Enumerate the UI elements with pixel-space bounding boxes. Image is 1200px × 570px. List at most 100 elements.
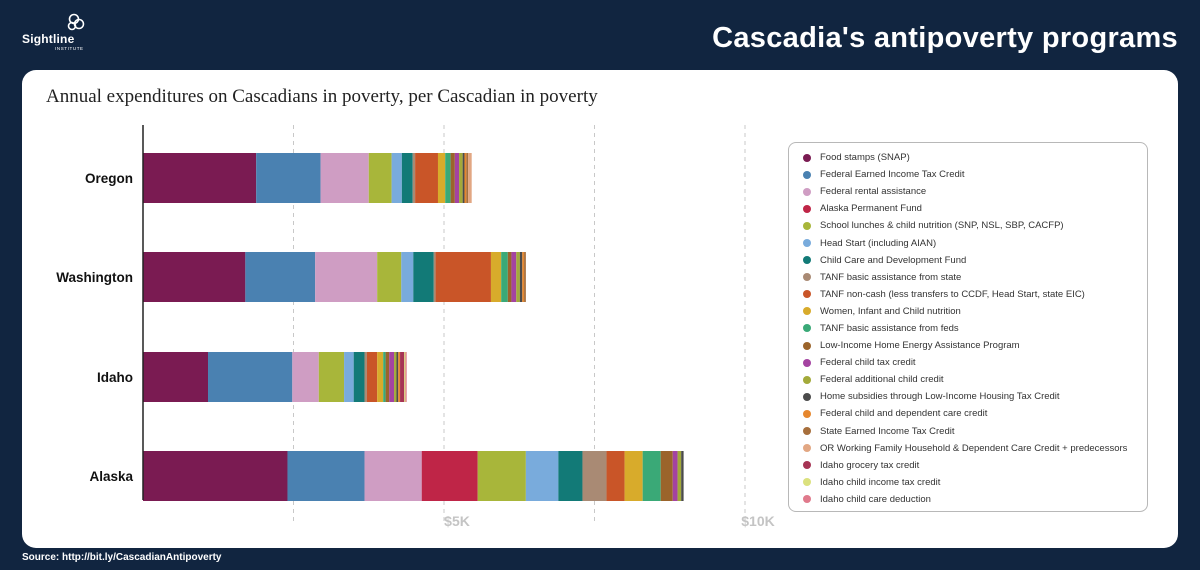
bar-segment xyxy=(522,252,525,302)
legend-item: Women, Infant and Child nutrition xyxy=(803,303,1147,320)
legend-label: Low-Income Home Energy Assistance Progra… xyxy=(820,340,1020,352)
bar-segment xyxy=(344,352,354,402)
bar-segment xyxy=(353,352,365,402)
logo-subtext: INSTITUTE xyxy=(55,46,84,51)
bar-segment xyxy=(396,352,399,402)
legend-label: State Earned Income Tax Credit xyxy=(820,425,955,437)
legend-item: Federal child tax credit xyxy=(803,354,1147,371)
bar-segment xyxy=(143,153,257,203)
bar-segment xyxy=(558,451,583,501)
bar-segment xyxy=(468,153,472,203)
legend-item: TANF basic assistance from feds xyxy=(803,320,1147,337)
legend-item: Food stamps (SNAP) xyxy=(803,149,1147,166)
bar-segment xyxy=(385,352,390,402)
bar-segment xyxy=(660,451,673,501)
legend-item: Idaho grocery tax credit xyxy=(803,457,1147,474)
logo-text: Sightline xyxy=(22,32,75,46)
bar-segment xyxy=(433,252,436,302)
bar-segment xyxy=(400,352,405,402)
logo-mark-icon xyxy=(67,13,85,31)
legend-label: Food stamps (SNAP) xyxy=(820,152,910,164)
legend-label: Federal rental assistance xyxy=(820,186,927,198)
legend-label: OR Working Family Household & Dependent … xyxy=(820,442,1128,454)
chart-title: Annual expenditures on Cascadians in pov… xyxy=(46,86,598,107)
bar-segment xyxy=(143,252,246,302)
bar-segment xyxy=(477,451,526,501)
bar-segment xyxy=(462,153,465,203)
bar-segment xyxy=(516,252,520,302)
legend-label: TANF basic assistance from state xyxy=(820,271,962,283)
bar-segment xyxy=(366,352,378,402)
bar-segment xyxy=(624,451,643,501)
y-category-label: Alaska xyxy=(89,469,133,484)
legend-swatch xyxy=(803,187,811,196)
bar-segment xyxy=(435,252,491,302)
legend-swatch xyxy=(803,478,811,487)
legend-label: Idaho grocery tax credit xyxy=(820,459,920,471)
bar-segment xyxy=(320,153,369,203)
bar-segment xyxy=(437,153,446,203)
y-category-label: Washington xyxy=(56,270,133,285)
bar-segment xyxy=(377,252,402,302)
bar-segment xyxy=(404,352,406,402)
legend-label: TANF non-cash (less transfers to CCDF, H… xyxy=(820,288,1085,300)
sightline-logo: Sightline INSTITUTE xyxy=(18,12,108,52)
legend-swatch xyxy=(803,290,811,299)
legend-item: TANF non-cash (less transfers to CCDF, H… xyxy=(803,286,1147,303)
legend-swatch xyxy=(803,461,811,470)
legend-swatch xyxy=(803,273,811,282)
legend-swatch xyxy=(803,409,811,418)
bar-segment xyxy=(364,451,422,501)
bar-segment xyxy=(490,252,502,302)
bar-segment xyxy=(466,153,469,203)
legend-item: Federal child and dependent care credit xyxy=(803,405,1147,422)
legend-item: Idaho child income tax credit xyxy=(803,474,1147,491)
bar-segment xyxy=(143,451,288,501)
legend-item: Idaho child care deduction xyxy=(803,491,1147,508)
bar-segment xyxy=(364,352,367,402)
bar-segment xyxy=(394,352,397,402)
legend-swatch xyxy=(803,221,811,230)
legend-swatch xyxy=(803,358,811,367)
legend-swatch xyxy=(803,324,811,333)
legend-label: Head Start (including AIAN) xyxy=(820,237,937,249)
bar-segment xyxy=(318,352,345,402)
bar-segment xyxy=(421,451,478,501)
y-category-label: Idaho xyxy=(97,370,133,385)
x-tick-label: $5K xyxy=(444,513,470,529)
legend-item: Child Care and Development Fund xyxy=(803,252,1147,269)
bar-segment xyxy=(383,352,386,402)
legend-label: Child Care and Development Fund xyxy=(820,254,967,266)
legend-swatch xyxy=(803,170,811,179)
bar-segment xyxy=(391,153,402,203)
legend-label: Home subsidies through Low-Income Housin… xyxy=(820,391,1060,403)
bar-segment xyxy=(412,153,416,203)
legend-label: Women, Infant and Child nutrition xyxy=(820,305,961,317)
bar-segment xyxy=(413,252,434,302)
legend-swatch xyxy=(803,256,811,265)
bar-segment xyxy=(368,153,392,203)
bar-segment xyxy=(377,352,384,402)
bar-segment xyxy=(287,451,365,501)
legend-item: Home subsidies through Low-Income Housin… xyxy=(803,388,1147,405)
bar-segment xyxy=(606,451,625,501)
legend-label: Idaho child care deduction xyxy=(820,493,931,505)
legend-label: TANF basic assistance from feds xyxy=(820,322,959,334)
bar-segment xyxy=(642,451,661,501)
legend-swatch xyxy=(803,392,811,401)
bar-segment xyxy=(511,252,517,302)
bar-segment xyxy=(389,352,395,402)
bar-segment xyxy=(315,252,378,302)
legend-label: School lunches & child nutrition (SNP, N… xyxy=(820,220,1064,232)
bar-segment xyxy=(401,252,414,302)
legend-label: Federal additional child credit xyxy=(820,374,944,386)
legend-item: Federal Earned Income Tax Credit xyxy=(803,166,1147,183)
bar-segment xyxy=(525,451,559,501)
bar-segment xyxy=(524,252,526,302)
bar-segment xyxy=(677,451,682,501)
bar-segment xyxy=(672,451,678,501)
legend-swatch xyxy=(803,153,811,162)
bar-segment xyxy=(208,352,293,402)
legend-item: Alaska Permanent Fund xyxy=(803,200,1147,217)
bar-segment xyxy=(459,153,463,203)
